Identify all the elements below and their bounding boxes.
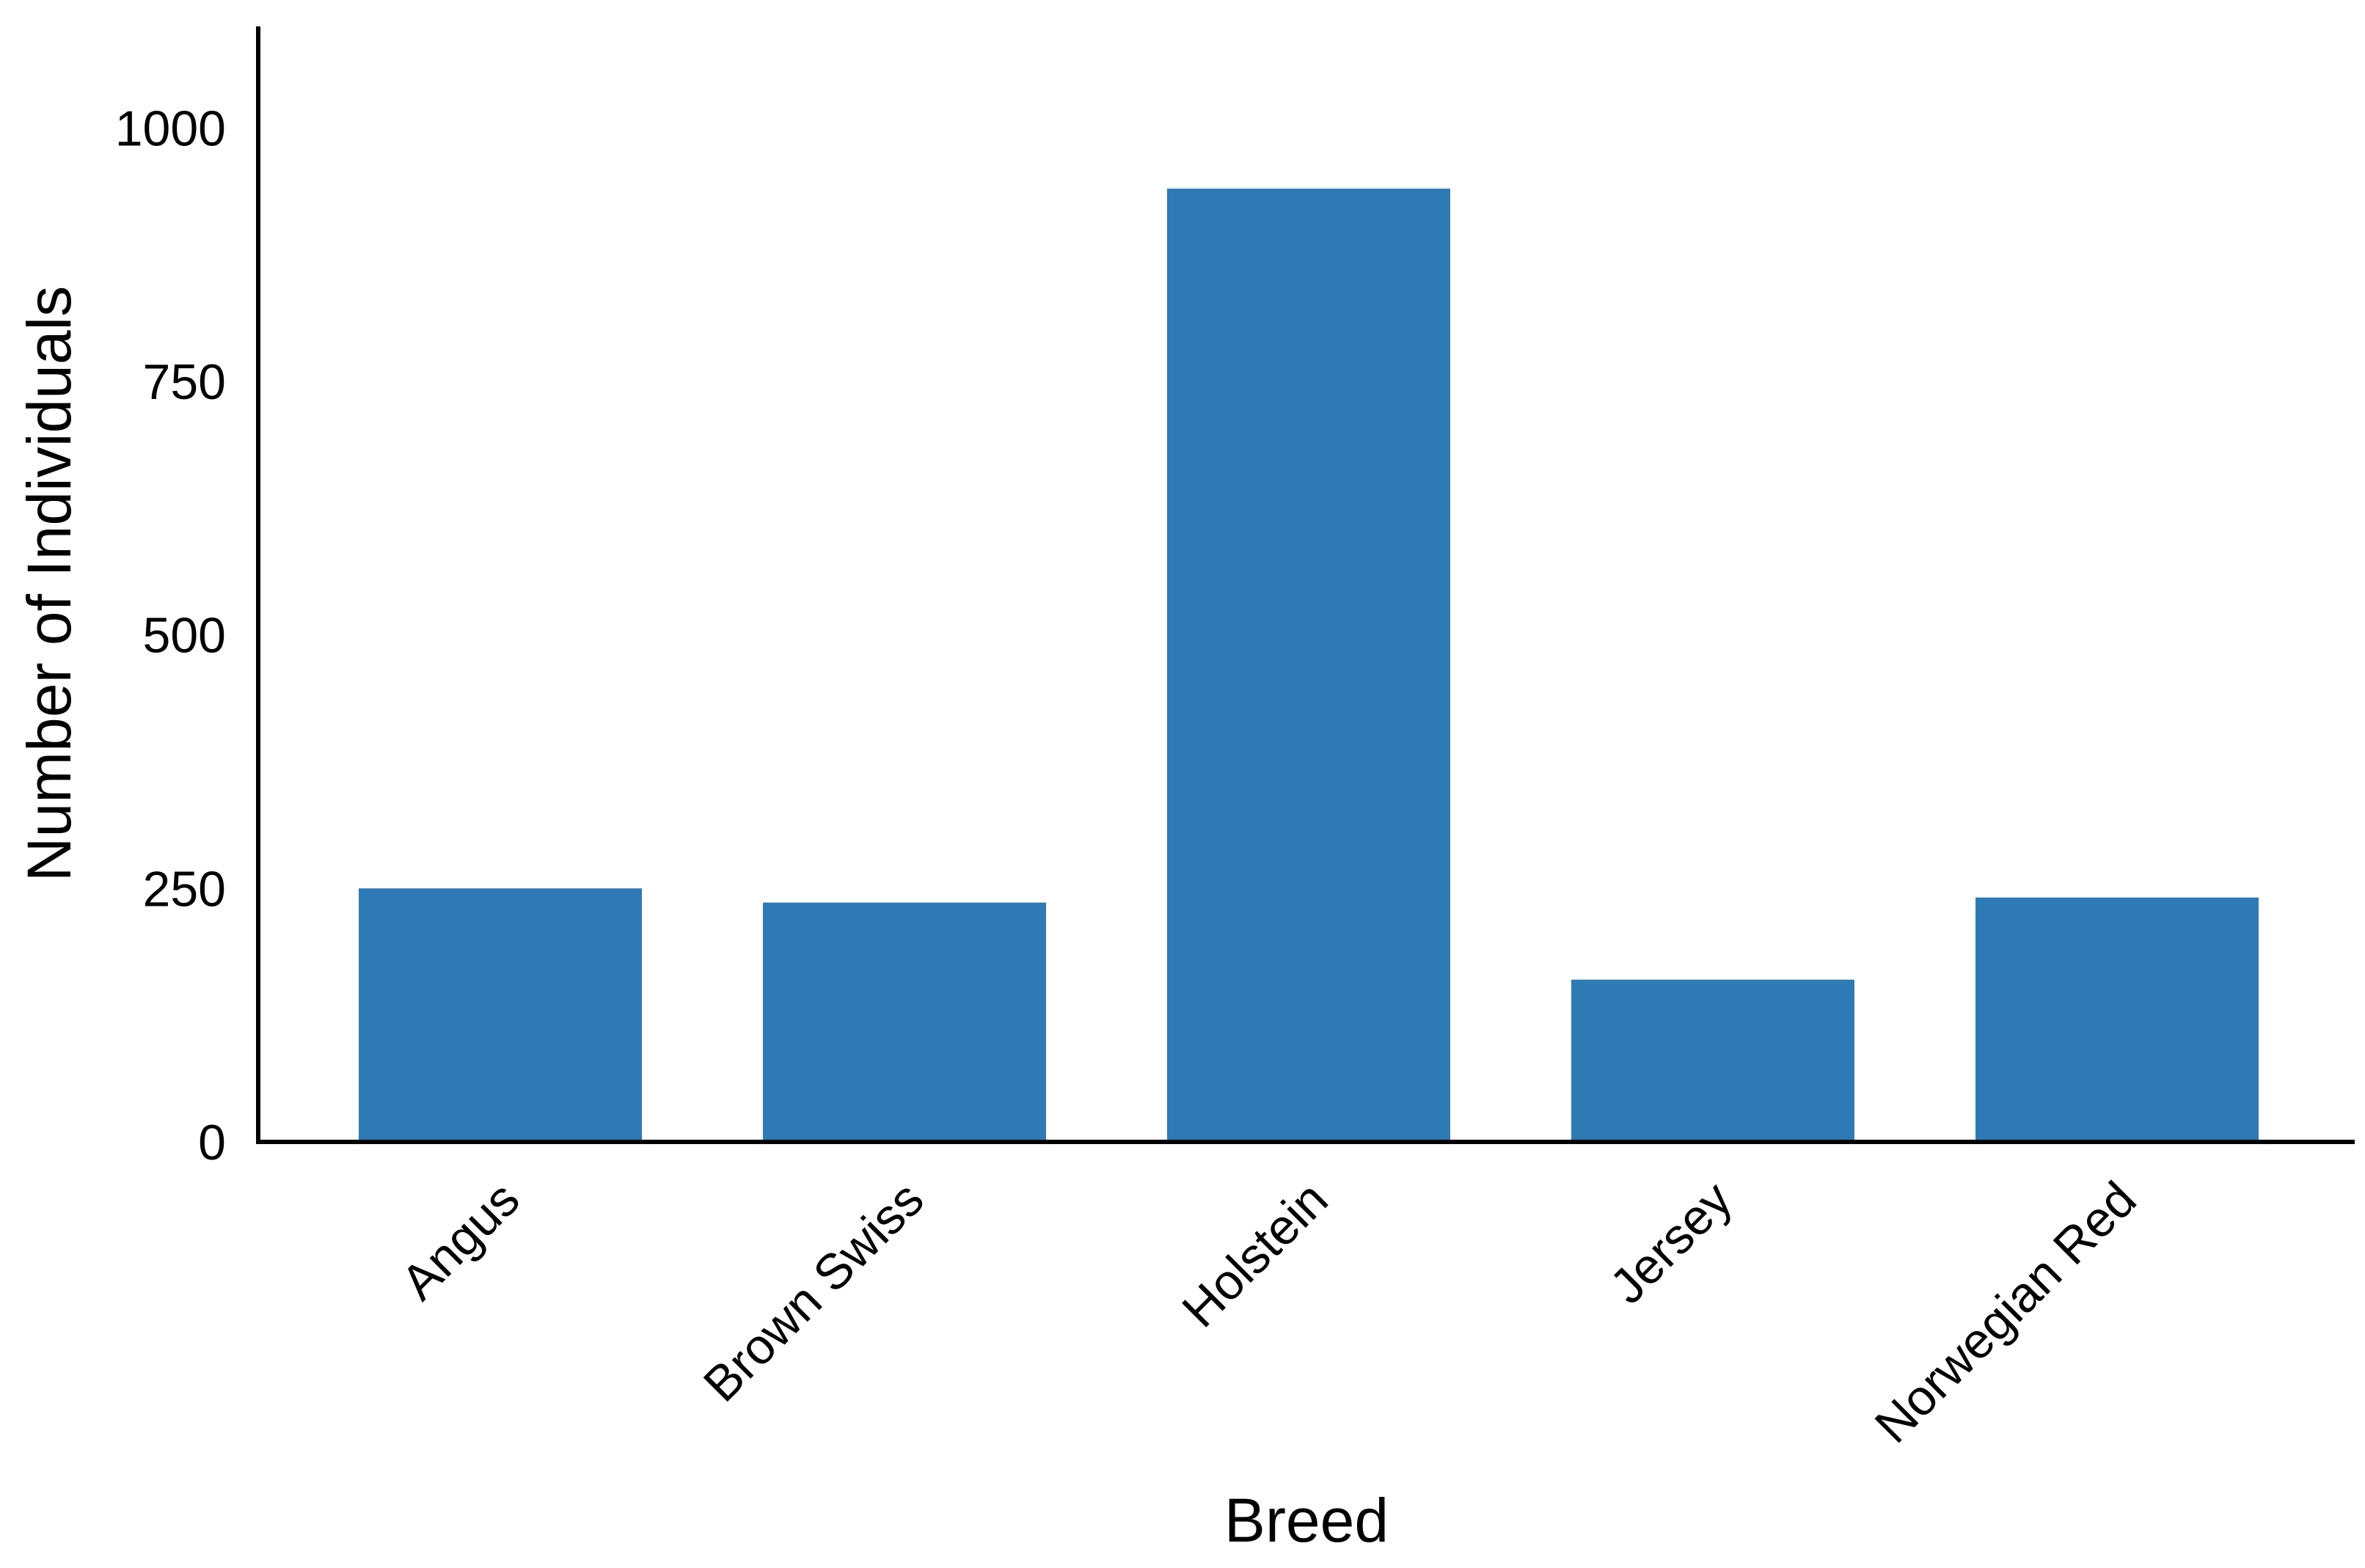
x-category-label: Norwegian Red [1864,1171,2146,1454]
axes-layer [256,26,2355,1144]
bar-brown-swiss [763,902,1046,1142]
y-tick-label: 750 [143,354,226,410]
y-tick-label: 500 [143,608,226,664]
bar-angus [359,888,642,1142]
y-axis-title: Number of Individuals [15,286,84,882]
bar-norwegian-red [1975,897,2259,1142]
x-category-label: Angus [391,1171,530,1311]
y-tick-label: 1000 [115,100,226,156]
bars-layer [359,188,2259,1143]
y-tick-labels: 0 250 500 750 1000 [115,100,226,1170]
x-category-label: Jersey [1599,1171,1742,1314]
x-axis-title: Breed [1224,1486,1389,1555]
bar-jersey [1571,979,1854,1142]
y-tick-label: 0 [198,1115,226,1170]
x-category-label: Holstein [1171,1171,1338,1338]
x-category-label: Brown Swiss [693,1171,935,1413]
bar-holstein [1167,188,1450,1143]
x-category-labels: Angus Brown Swiss Holstein Jersey Norwegian … [391,1171,2147,1454]
y-tick-label: 250 [143,861,226,917]
